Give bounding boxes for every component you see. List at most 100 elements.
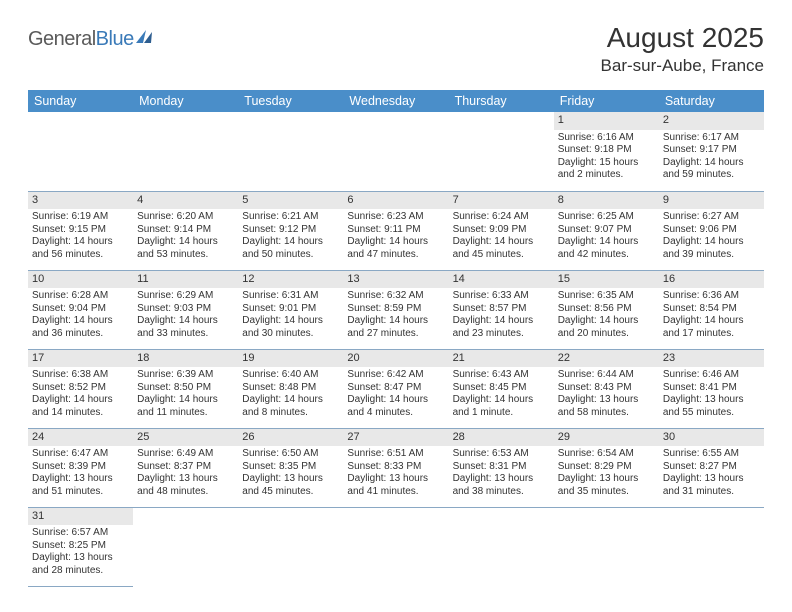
- calendar-empty-cell: [659, 507, 764, 586]
- calendar-day-cell: 10Sunrise: 6:28 AMSunset: 9:04 PMDayligh…: [28, 270, 133, 349]
- day-content: Sunrise: 6:27 AMSunset: 9:06 PMDaylight:…: [659, 209, 764, 264]
- logo-blue: Blue: [96, 28, 134, 50]
- day-content: Sunrise: 6:16 AMSunset: 9:18 PMDaylight:…: [554, 130, 659, 185]
- day-number: 26: [238, 429, 343, 447]
- day-line: Sunrise: 6:42 AM: [347, 369, 444, 382]
- calendar-day-cell: 2Sunrise: 6:17 AMSunset: 9:17 PMDaylight…: [659, 112, 764, 191]
- calendar-day-cell: 13Sunrise: 6:32 AMSunset: 8:59 PMDayligh…: [343, 270, 448, 349]
- day-line: Sunrise: 6:17 AM: [663, 132, 760, 145]
- day-line: and 38 minutes.: [453, 486, 550, 499]
- day-content: Sunrise: 6:47 AMSunset: 8:39 PMDaylight:…: [28, 446, 133, 501]
- calendar-header-row: SundayMondayTuesdayWednesdayThursdayFrid…: [28, 90, 764, 112]
- day-line: and 35 minutes.: [558, 486, 655, 499]
- day-number: 7: [449, 192, 554, 210]
- day-number: 9: [659, 192, 764, 210]
- day-line: Sunset: 9:03 PM: [137, 303, 234, 316]
- day-line: Sunrise: 6:43 AM: [453, 369, 550, 382]
- day-line: Sunset: 9:11 PM: [347, 224, 444, 237]
- page-header: GeneralBlue August 2025 Bar-sur-Aube, Fr…: [28, 22, 764, 76]
- day-line: and 14 minutes.: [32, 407, 129, 420]
- calendar-empty-cell: [238, 507, 343, 586]
- day-line: Sunrise: 6:23 AM: [347, 211, 444, 224]
- calendar-day-cell: 23Sunrise: 6:46 AMSunset: 8:41 PMDayligh…: [659, 349, 764, 428]
- title-block: August 2025 Bar-sur-Aube, France: [601, 22, 764, 76]
- day-line: Sunset: 8:27 PM: [663, 461, 760, 474]
- day-line: Daylight: 15 hours: [558, 157, 655, 170]
- day-line: Sunset: 8:25 PM: [32, 540, 129, 553]
- day-content: Sunrise: 6:49 AMSunset: 8:37 PMDaylight:…: [133, 446, 238, 501]
- day-line: and 17 minutes.: [663, 328, 760, 341]
- day-line: and 27 minutes.: [347, 328, 444, 341]
- day-line: Daylight: 14 hours: [558, 315, 655, 328]
- day-line: Daylight: 14 hours: [347, 315, 444, 328]
- calendar-body: 1Sunrise: 6:16 AMSunset: 9:18 PMDaylight…: [28, 112, 764, 586]
- calendar-day-cell: 12Sunrise: 6:31 AMSunset: 9:01 PMDayligh…: [238, 270, 343, 349]
- day-line: Sunset: 8:50 PM: [137, 382, 234, 395]
- day-line: and 20 minutes.: [558, 328, 655, 341]
- day-line: Daylight: 14 hours: [242, 236, 339, 249]
- day-line: Daylight: 14 hours: [663, 157, 760, 170]
- day-number: 19: [238, 350, 343, 368]
- day-number: 6: [343, 192, 448, 210]
- calendar-day-cell: 11Sunrise: 6:29 AMSunset: 9:03 PMDayligh…: [133, 270, 238, 349]
- day-line: Daylight: 13 hours: [663, 394, 760, 407]
- calendar-empty-cell: [554, 507, 659, 586]
- day-line: Sunset: 8:56 PM: [558, 303, 655, 316]
- day-line: Daylight: 13 hours: [347, 473, 444, 486]
- day-line: Daylight: 14 hours: [242, 315, 339, 328]
- day-line: Sunset: 9:15 PM: [32, 224, 129, 237]
- day-line: Daylight: 14 hours: [32, 236, 129, 249]
- day-line: and 45 minutes.: [453, 249, 550, 262]
- day-line: Sunrise: 6:36 AM: [663, 290, 760, 303]
- day-line: Sunset: 9:04 PM: [32, 303, 129, 316]
- logo: GeneralBlue: [28, 28, 158, 51]
- day-line: Sunrise: 6:28 AM: [32, 290, 129, 303]
- day-header: Sunday: [28, 90, 133, 112]
- day-content: Sunrise: 6:40 AMSunset: 8:48 PMDaylight:…: [238, 367, 343, 422]
- day-line: Daylight: 14 hours: [663, 236, 760, 249]
- day-content: Sunrise: 6:44 AMSunset: 8:43 PMDaylight:…: [554, 367, 659, 422]
- day-line: Daylight: 14 hours: [32, 315, 129, 328]
- day-line: Sunrise: 6:20 AM: [137, 211, 234, 224]
- day-content: Sunrise: 6:51 AMSunset: 8:33 PMDaylight:…: [343, 446, 448, 501]
- day-content: Sunrise: 6:29 AMSunset: 9:03 PMDaylight:…: [133, 288, 238, 343]
- day-line: Daylight: 13 hours: [558, 394, 655, 407]
- month-title: August 2025: [601, 22, 764, 54]
- logo-general: General: [28, 28, 96, 50]
- day-number: 30: [659, 429, 764, 447]
- calendar-day-cell: 21Sunrise: 6:43 AMSunset: 8:45 PMDayligh…: [449, 349, 554, 428]
- day-line: Sunset: 8:41 PM: [663, 382, 760, 395]
- day-content: Sunrise: 6:24 AMSunset: 9:09 PMDaylight:…: [449, 209, 554, 264]
- day-line: Sunset: 8:39 PM: [32, 461, 129, 474]
- calendar-empty-cell: [238, 112, 343, 191]
- calendar-empty-cell: [133, 507, 238, 586]
- calendar-week-row: 10Sunrise: 6:28 AMSunset: 9:04 PMDayligh…: [28, 270, 764, 349]
- calendar-day-cell: 15Sunrise: 6:35 AMSunset: 8:56 PMDayligh…: [554, 270, 659, 349]
- day-line: and 51 minutes.: [32, 486, 129, 499]
- day-line: Sunset: 8:59 PM: [347, 303, 444, 316]
- calendar-day-cell: 6Sunrise: 6:23 AMSunset: 9:11 PMDaylight…: [343, 191, 448, 270]
- day-content: Sunrise: 6:53 AMSunset: 8:31 PMDaylight:…: [449, 446, 554, 501]
- calendar-day-cell: 25Sunrise: 6:49 AMSunset: 8:37 PMDayligh…: [133, 428, 238, 507]
- calendar-day-cell: 24Sunrise: 6:47 AMSunset: 8:39 PMDayligh…: [28, 428, 133, 507]
- day-content: Sunrise: 6:43 AMSunset: 8:45 PMDaylight:…: [449, 367, 554, 422]
- day-line: Sunset: 8:45 PM: [453, 382, 550, 395]
- day-line: and 33 minutes.: [137, 328, 234, 341]
- day-line: and 55 minutes.: [663, 407, 760, 420]
- day-content: Sunrise: 6:20 AMSunset: 9:14 PMDaylight:…: [133, 209, 238, 264]
- day-line: and 53 minutes.: [137, 249, 234, 262]
- calendar-day-cell: 14Sunrise: 6:33 AMSunset: 8:57 PMDayligh…: [449, 270, 554, 349]
- day-line: Daylight: 13 hours: [663, 473, 760, 486]
- day-line: Sunset: 9:01 PM: [242, 303, 339, 316]
- day-line: and 39 minutes.: [663, 249, 760, 262]
- day-number: 28: [449, 429, 554, 447]
- day-line: Sunset: 8:37 PM: [137, 461, 234, 474]
- day-line: and 47 minutes.: [347, 249, 444, 262]
- day-header: Wednesday: [343, 90, 448, 112]
- day-number: 29: [554, 429, 659, 447]
- day-line: and 48 minutes.: [137, 486, 234, 499]
- calendar-day-cell: 22Sunrise: 6:44 AMSunset: 8:43 PMDayligh…: [554, 349, 659, 428]
- calendar-day-cell: 28Sunrise: 6:53 AMSunset: 8:31 PMDayligh…: [449, 428, 554, 507]
- day-number: 5: [238, 192, 343, 210]
- day-line: Daylight: 14 hours: [137, 236, 234, 249]
